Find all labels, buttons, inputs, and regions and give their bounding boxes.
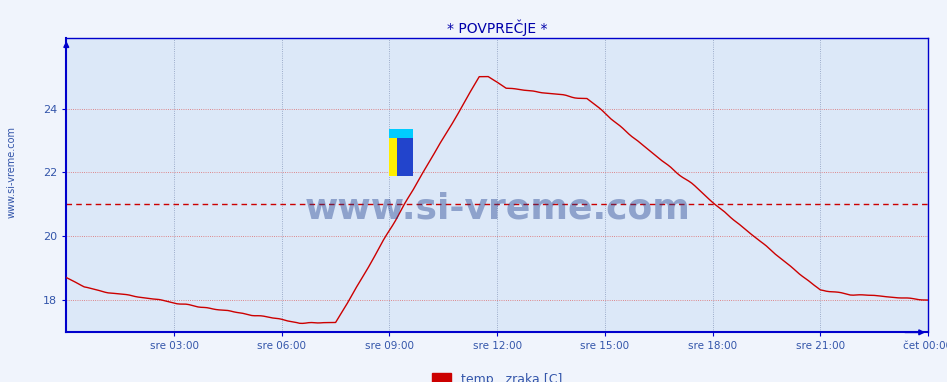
FancyBboxPatch shape (397, 135, 413, 176)
Text: www.si-vreme.com: www.si-vreme.com (304, 192, 690, 226)
Legend: temp.  zraka [C]: temp. zraka [C] (427, 368, 567, 382)
Text: www.si-vreme.com: www.si-vreme.com (7, 126, 16, 218)
FancyBboxPatch shape (389, 135, 405, 176)
FancyBboxPatch shape (389, 129, 413, 138)
Title: * POVPREČJE *: * POVPREČJE * (447, 19, 547, 36)
